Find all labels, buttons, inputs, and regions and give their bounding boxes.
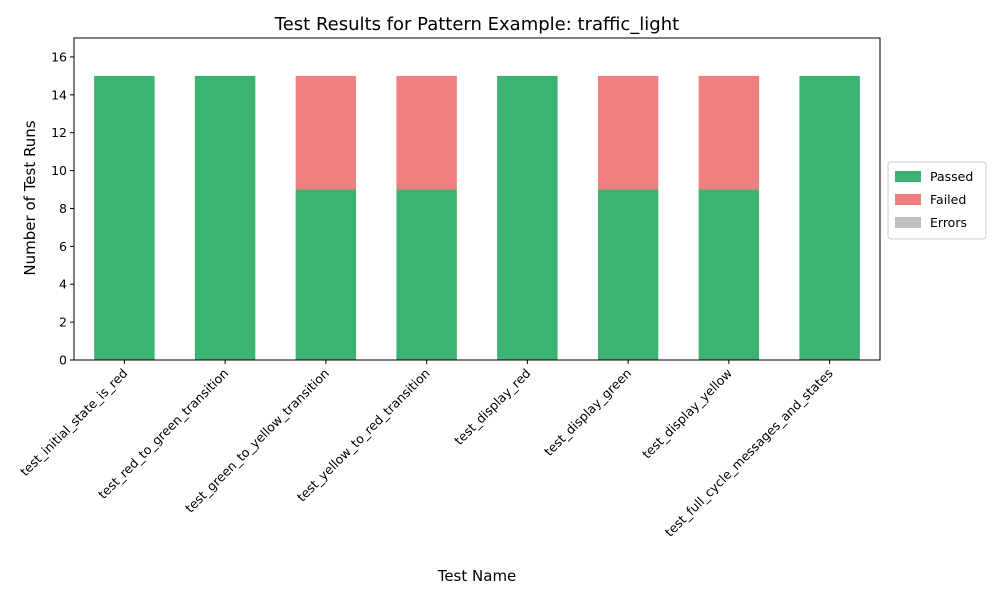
- y-tick-label: 6: [59, 239, 67, 254]
- bar-passed-1: [194, 75, 256, 360]
- bar-passed-7: [799, 75, 860, 360]
- plot-area: [73, 37, 881, 361]
- y-tick-label: 10: [51, 163, 67, 178]
- bar-passed-4: [497, 75, 558, 360]
- legend-label-errors: Errors: [930, 215, 967, 230]
- bar-failed-5: [597, 75, 659, 190]
- legend-label-passed: Passed: [930, 169, 973, 184]
- legend-swatch-failed: [895, 194, 921, 205]
- plot-frame: [73, 37, 881, 361]
- legend-swatch-passed: [895, 171, 921, 182]
- bar-passed-3: [396, 189, 457, 360]
- y-tick-label: 2: [59, 315, 67, 330]
- chart-title: Test Results for Pattern Example: traffi…: [274, 14, 679, 35]
- y-tick-label: 4: [59, 277, 67, 292]
- bar-failed-3: [396, 75, 457, 190]
- bar-failed-2: [295, 75, 357, 190]
- bar-passed-0: [94, 75, 155, 360]
- y-tick-label: 12: [51, 125, 67, 140]
- x-axis-title: Test Name: [437, 567, 517, 585]
- bar-passed-2: [295, 189, 357, 360]
- y-axis-title: Number of Test Runs: [21, 120, 39, 275]
- bar-passed-6: [698, 189, 760, 360]
- legend-label-failed: Failed: [930, 192, 966, 207]
- y-tick-label: 14: [51, 87, 67, 102]
- bar-failed-6: [698, 75, 760, 190]
- y-tick-label: 16: [51, 49, 67, 64]
- y-tick-label: 0: [59, 353, 67, 368]
- bar-passed-5: [597, 189, 659, 360]
- legend-swatch-errors: [895, 217, 921, 228]
- y-axis: 0 2 4 6 8 10 12 14 16: [51, 49, 74, 368]
- legend: Passed Failed Errors: [887, 161, 987, 240]
- y-tick-label: 8: [59, 201, 67, 216]
